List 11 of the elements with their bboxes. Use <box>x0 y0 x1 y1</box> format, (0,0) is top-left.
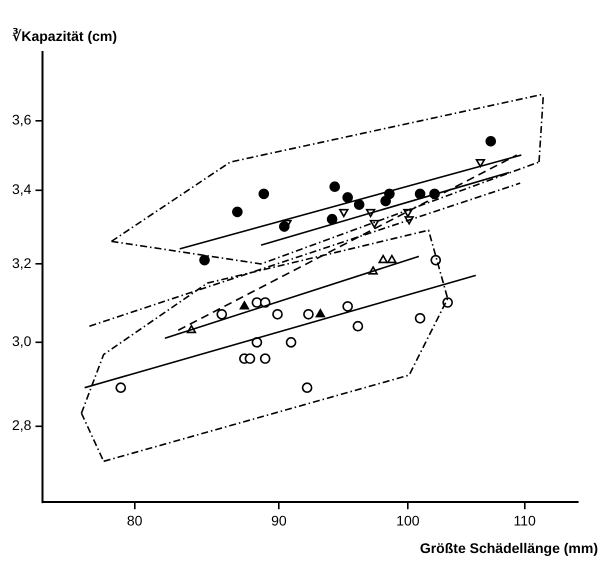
y-tick-label: 3,4 <box>12 181 32 198</box>
x-tick-label: 110 <box>513 512 536 528</box>
y-tick-label: 3,2 <box>12 254 32 271</box>
x-tick-label: 100 <box>396 512 420 528</box>
y-axis-title: ∛Kapazität (cm) <box>12 26 118 44</box>
x-axis-title: Größte Schädellänge (mm) <box>420 540 598 556</box>
y-tick-label: 3,0 <box>12 333 32 350</box>
x-tick-label: 90 <box>271 512 287 528</box>
x-tick-label: 80 <box>126 512 143 528</box>
y-tick-label: 3,6 <box>12 112 32 128</box>
y-tick-label: 2,8 <box>12 416 32 433</box>
